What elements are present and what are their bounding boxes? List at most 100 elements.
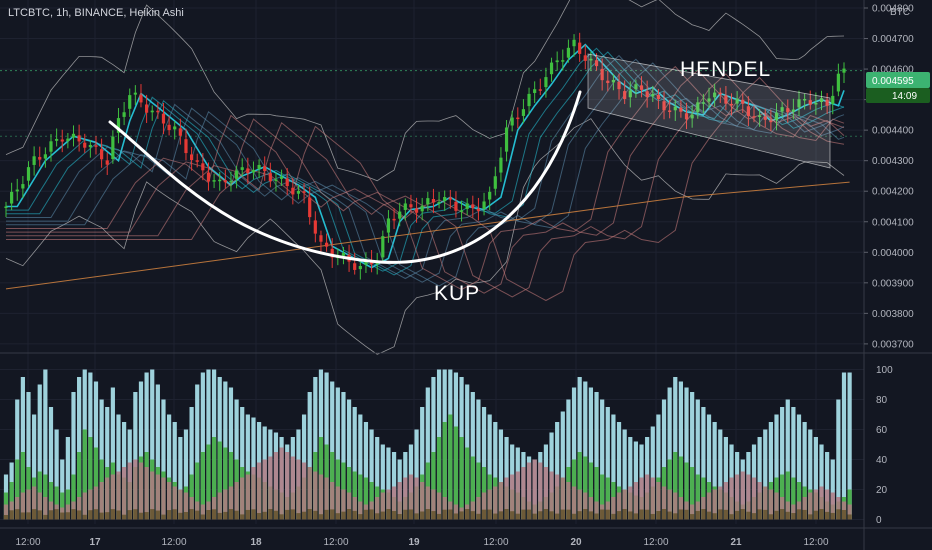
candle-body: [375, 262, 379, 265]
volume-bar: [240, 477, 245, 520]
volume-base-bar: [746, 511, 751, 520]
volume-base-bar: [735, 510, 740, 520]
volume-bar: [459, 437, 464, 520]
volume-bar: [796, 482, 802, 520]
volume-bar: [88, 489, 93, 520]
volume-bar: [211, 437, 217, 520]
candle-body: [268, 173, 272, 182]
candle-body: [454, 201, 458, 211]
volume-bar: [386, 447, 391, 520]
volume-base-bar: [296, 513, 301, 520]
volume-base-bar: [375, 513, 380, 520]
candle-body: [257, 164, 261, 169]
candle-body: [735, 98, 739, 104]
volume-bar: [493, 486, 498, 520]
volume-bar: [470, 392, 475, 520]
candle-body: [392, 218, 396, 221]
candle-body: [443, 197, 447, 202]
volume-base-bar: [93, 509, 99, 520]
volume-bar: [189, 407, 194, 520]
volume-bar: [802, 497, 807, 520]
volume-bar: [555, 474, 560, 520]
candle-body: [538, 89, 542, 91]
volume-base-bar: [841, 509, 847, 520]
volume-bar: [82, 429, 87, 520]
volume-bar: [465, 447, 470, 520]
candle-body: [780, 107, 784, 112]
volume-bar: [498, 429, 504, 520]
candle-body: [611, 79, 616, 83]
volume-bar: [768, 489, 773, 520]
volume-base-bar: [729, 514, 734, 520]
candle-body: [819, 98, 824, 103]
volume-base-bar: [695, 510, 700, 520]
candle-body: [100, 149, 104, 160]
volume-bar: [594, 392, 599, 520]
volume-bar: [673, 452, 678, 520]
candle-body: [448, 197, 452, 200]
candle-body: [836, 73, 840, 92]
volume-base-bar: [656, 511, 661, 520]
candle-body: [763, 116, 767, 120]
volume-bar: [476, 497, 481, 520]
volume-bar: [414, 429, 419, 520]
volume-bar: [144, 372, 149, 520]
volume-bar: [116, 471, 121, 520]
volume-base-bar: [82, 514, 87, 520]
volume-base-bar: [661, 509, 667, 520]
volume-base-bar: [577, 511, 582, 520]
volume-bar: [195, 462, 200, 520]
volume-bar: [346, 399, 352, 520]
volume-bar: [633, 482, 639, 520]
volume-bar: [819, 444, 824, 520]
volume-bar: [54, 486, 59, 520]
volume-bar: [318, 474, 324, 520]
volume-bar: [633, 441, 639, 520]
volume-bar: [650, 426, 655, 520]
volume-base-bar: [346, 509, 352, 520]
volume-bar: [566, 399, 571, 520]
volume-tick-label: 20: [876, 485, 888, 496]
volume-base-bar: [420, 511, 425, 520]
volume-base-bar: [650, 513, 655, 520]
candle-body: [606, 80, 610, 83]
candle-body: [426, 198, 430, 205]
volume-base-bar: [448, 509, 453, 520]
candle-body: [600, 68, 604, 81]
volume-bar: [301, 462, 307, 520]
candle-body: [77, 135, 81, 142]
candle-body: [15, 189, 19, 192]
volume-base-bar: [234, 510, 239, 520]
volume-bar: [420, 482, 425, 520]
candle-body: [133, 92, 137, 95]
volume-bar: [768, 422, 773, 520]
volume-bar: [105, 477, 110, 520]
volume-bar: [93, 447, 99, 520]
volume-bar: [150, 369, 155, 520]
volume-base-bar: [425, 509, 430, 520]
volume-bar: [200, 372, 205, 520]
volume-base-bar: [189, 509, 194, 520]
volume-bar: [268, 456, 273, 520]
volume-base-bar: [408, 509, 414, 520]
candle-body: [831, 95, 835, 104]
volume-bar: [296, 459, 301, 520]
volume-base-bar: [791, 513, 796, 520]
volume-bar: [453, 426, 459, 520]
volume-bar: [690, 392, 695, 520]
cup-curve: [108, 90, 582, 264]
time-tick-label: 17: [89, 537, 101, 548]
volume-bar: [583, 492, 588, 520]
handle-channel-fill: [587, 53, 831, 169]
volume-bar: [228, 452, 234, 520]
volume-bar: [841, 372, 847, 520]
volume-bar: [442, 497, 447, 520]
volume-base-bar: [138, 512, 144, 520]
volume-bar: [144, 467, 149, 520]
candle-body: [330, 248, 334, 258]
volume-bar: [161, 399, 166, 520]
volume-bar: [476, 462, 481, 520]
price-tick-label: 0.003700: [872, 339, 914, 350]
candle-body: [656, 94, 661, 100]
volume-base-bar: [245, 509, 250, 520]
